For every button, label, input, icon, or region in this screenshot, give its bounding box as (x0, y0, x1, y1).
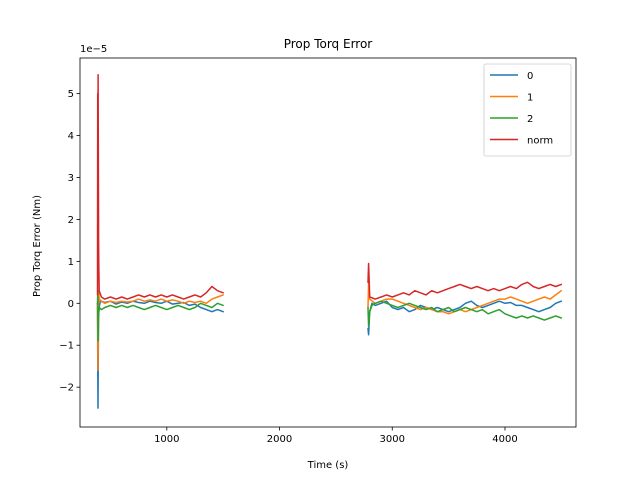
series-line-norm-segment-1 (96, 74, 224, 300)
series-line-2-segment-2 (367, 300, 563, 328)
y-tick-label: 1 (68, 257, 74, 268)
legend-label-1: 1 (527, 93, 533, 104)
series-line-norm-segment-2 (367, 262, 563, 300)
y-tick-label: 3 (68, 173, 74, 184)
x-tick-label: 2000 (267, 434, 292, 445)
y-tick-label: 0 (68, 299, 74, 310)
x-tick-label: 1000 (154, 434, 179, 445)
series-line-2-segment-1 (96, 289, 224, 342)
legend-box (483, 63, 572, 157)
series-norm (96, 74, 563, 300)
x-axis-label: Time (s) (307, 460, 349, 471)
legend: 0 1 2 norm (483, 63, 572, 157)
series-line-1-segment-1 (96, 289, 224, 372)
plot-area: 1000 2000 3000 4000 −2 −1 0 1 2 3 4 5 (59, 57, 577, 445)
legend-label-0: 0 (527, 71, 533, 82)
y-tick-label: 4 (68, 131, 74, 142)
chart-title: Prop Torq Error (284, 37, 373, 51)
series-line-0-segment-2 (367, 300, 563, 336)
y-tick-label: −1 (59, 341, 74, 352)
y-tick-label: −2 (59, 383, 74, 394)
y-tick-label: 2 (68, 215, 74, 226)
axes-frame (79, 57, 577, 428)
y-axis-label: Prop Torq Error (Nm) (32, 195, 43, 297)
y-tick-label: 5 (68, 89, 74, 100)
legend-label-2: 2 (527, 114, 533, 125)
series-2 (96, 289, 563, 342)
y-offset-label: 1e−5 (80, 44, 107, 55)
x-tick-label: 3000 (380, 434, 405, 445)
legend-label-norm: norm (527, 136, 553, 147)
x-tick-label: 4000 (492, 434, 517, 445)
